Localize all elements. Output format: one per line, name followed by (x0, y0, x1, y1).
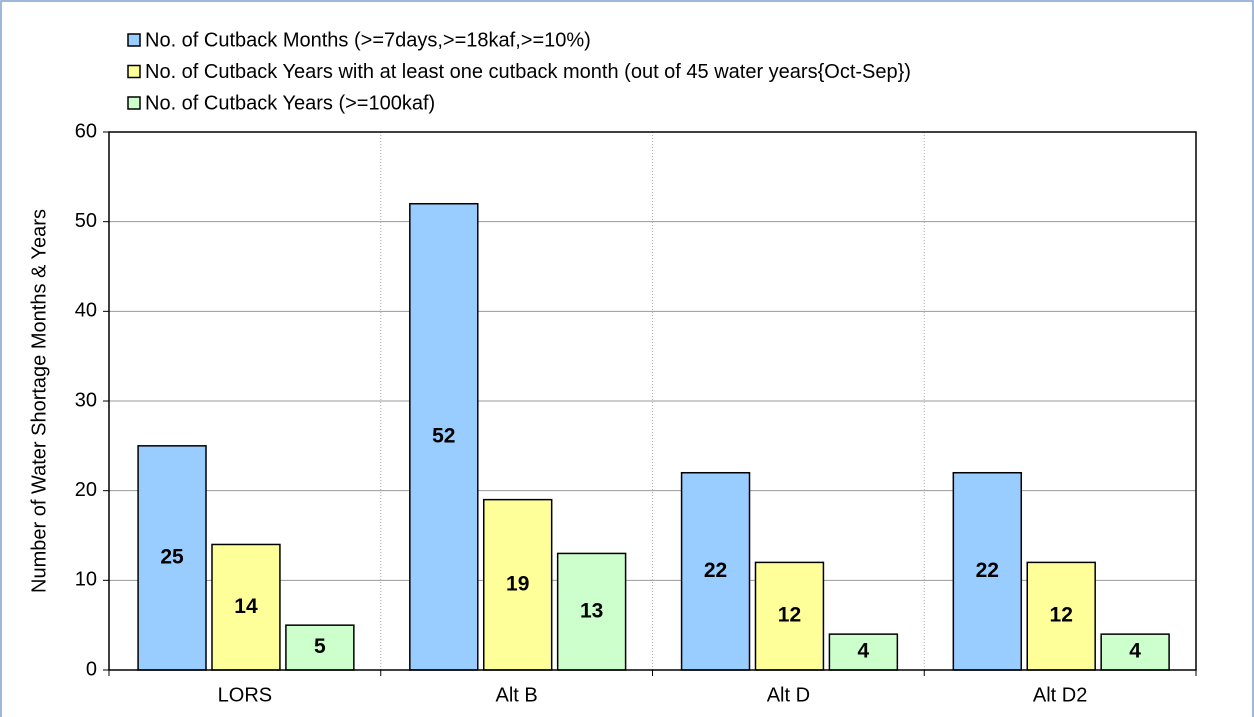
legend-label: No. of Cutback Years (>=100kaf) (145, 92, 435, 114)
legend-label: No. of Cutback Years with at least one c… (145, 61, 911, 83)
data-label: 4 (1129, 640, 1141, 663)
bar (828, 633, 899, 671)
data-label: 12 (778, 604, 801, 627)
legend-label: No. of Cutback Months (>=7days,>=18kaf,>… (145, 29, 591, 51)
data-label: 5 (314, 635, 326, 658)
data-label: 19 (506, 572, 529, 595)
y-tick-label: 40 (75, 300, 97, 322)
data-label: 12 (1050, 604, 1073, 627)
x-tick-label: Alt D (767, 684, 810, 706)
bar (409, 202, 479, 671)
legend-swatch (127, 33, 141, 47)
y-tick-label: 50 (75, 210, 97, 232)
data-label: 22 (976, 559, 999, 582)
x-tick-label: Alt B (496, 684, 538, 706)
bar (754, 561, 825, 671)
y-tick-label: 10 (75, 569, 97, 591)
bar (482, 498, 553, 671)
y-tick-label: 60 (75, 120, 97, 142)
data-label: 52 (432, 424, 455, 447)
bar (556, 552, 627, 671)
y-tick-label: 30 (75, 389, 97, 411)
x-tick-label: Alt D2 (1033, 684, 1087, 706)
y-axis-label: Number of Water Shortage Months & Years (28, 209, 50, 593)
data-label: 22 (704, 559, 727, 582)
data-label: 4 (858, 640, 870, 663)
y-tick-label: 0 (86, 658, 97, 680)
data-label: 13 (580, 599, 603, 622)
data-label: 25 (160, 545, 184, 568)
legend-swatch (127, 64, 141, 79)
data-label: 14 (234, 595, 258, 618)
bar (680, 471, 751, 671)
x-tick-label: LORS (218, 684, 272, 706)
plot-frame (108, 131, 1197, 671)
y-tick-label: 20 (75, 479, 97, 501)
legend-swatch (127, 96, 141, 110)
